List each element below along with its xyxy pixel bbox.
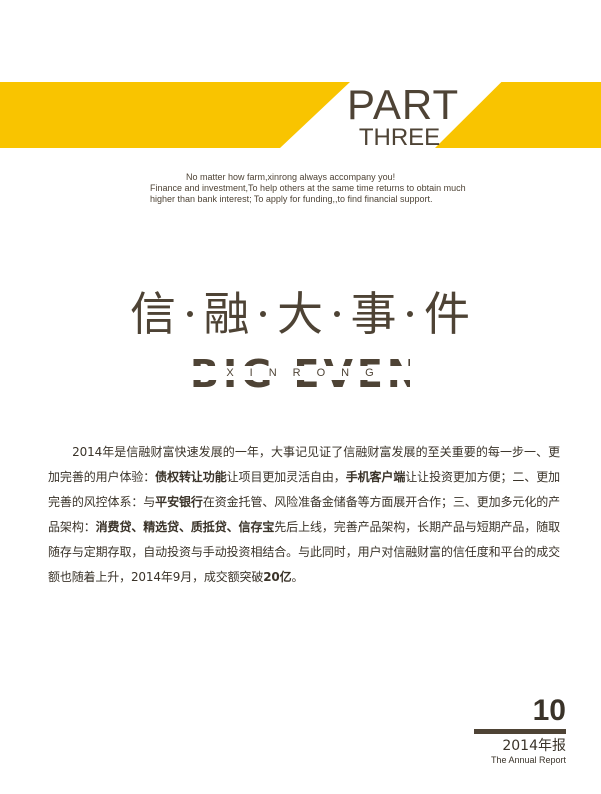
- body-bold-segment: 平安银行: [155, 495, 203, 509]
- footer-divider: [474, 729, 566, 734]
- event-logotype: BIG EVENT XINRONG: [190, 352, 410, 396]
- title-dot: [186, 311, 193, 317]
- part-heading: PART THREE: [347, 81, 460, 151]
- yellow-band-left: [0, 82, 350, 148]
- title-char: 事: [350, 287, 397, 341]
- title-char: 信: [130, 287, 176, 341]
- body-text-segment: 。: [291, 570, 304, 584]
- tagline: No matter how farm,xinrong always accomp…: [150, 172, 480, 205]
- title-dot: [407, 311, 414, 317]
- body-text-segment: 让项目更加灵活自由，: [226, 470, 346, 484]
- title-char: 融: [203, 287, 250, 341]
- page-footer: 10 2014年报 The Annual Report: [474, 694, 566, 766]
- body-bold-segment: 债权转让功能: [155, 470, 227, 484]
- body-bold-segment: 手机客户端: [345, 470, 406, 484]
- tagline-line-2: Finance and investment,To help others at…: [150, 183, 466, 193]
- footer-report-label: The Annual Report: [490, 755, 566, 765]
- page-number: 10: [532, 694, 566, 727]
- title-char: 件: [424, 287, 470, 341]
- body-bold-segment: 20亿: [263, 570, 292, 584]
- body-paragraph: 2014年是信融财富快速发展的一年，大事记见证了信融财富发展的至关重要的每一步一…: [48, 440, 560, 590]
- title-char: 大: [277, 287, 323, 341]
- section-title: 信 融 大 事 件: [130, 284, 470, 344]
- title-dot: [333, 311, 340, 317]
- part-title: PART: [347, 81, 460, 128]
- footer-year-label: 2014年报: [502, 738, 566, 754]
- body-text-segment: 让让投资更加方便；二、更加完善的风控体系：与: [48, 470, 560, 509]
- event-spaced-text: XINRONG: [226, 367, 390, 379]
- body-text-segment: 先后上线，完善产品架构，长期产品与短期产品，随取随存与定期存取，自动投资与手动投…: [48, 520, 560, 584]
- part-subtitle: THREE: [358, 124, 441, 151]
- body-text-segment: 在资金托管、风险准备金储备等方面展开合作；三、更加多元化的产品架构：: [48, 495, 560, 534]
- body-bold-segment: 消费贷、精选贷、质抵贷、信存宝: [95, 520, 275, 534]
- body-text-segment: 2014年是信融财富快速发展的一年，大事记见证了信融财富发展的至关重要的每一步一…: [48, 445, 560, 484]
- event-mask-strip: [190, 366, 410, 380]
- tagline-line-3: higher than bank interest; To apply for …: [150, 194, 433, 204]
- yellow-band-right: [435, 82, 601, 148]
- title-dot: [260, 311, 267, 317]
- tagline-line-1: No matter how farm,xinrong always accomp…: [186, 172, 396, 182]
